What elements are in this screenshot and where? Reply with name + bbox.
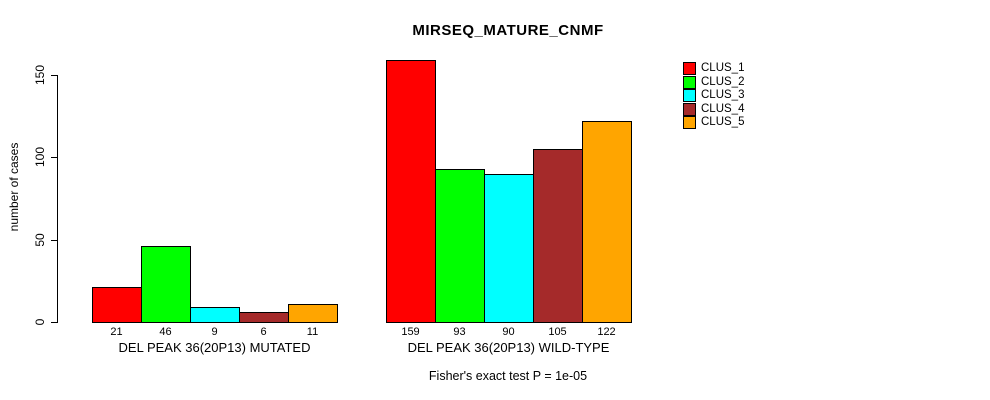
bar-clus_1-group2 xyxy=(386,60,436,323)
bar-clus_3-group2 xyxy=(484,174,534,323)
group-label-1: DEL PEAK 36(20P13) MUTATED xyxy=(118,340,311,355)
bar-clus_4-group2 xyxy=(533,149,583,323)
y-tick-label: 150 xyxy=(33,64,47,86)
y-axis-label: number of cases xyxy=(7,142,21,232)
bar-value-label: 122 xyxy=(597,326,616,338)
y-tick-mark xyxy=(51,157,58,158)
bar-value-label: 11 xyxy=(306,326,319,338)
legend-row-clus_4: CLUS_4 xyxy=(683,102,745,117)
bar-value-label: 46 xyxy=(159,326,172,338)
group-label-2: DEL PEAK 36(20P13) WILD-TYPE xyxy=(407,340,610,355)
y-tick-mark xyxy=(51,240,58,241)
bar-clus_2-group2 xyxy=(435,169,485,323)
y-tick-label: 100 xyxy=(33,146,47,168)
legend: CLUS_1 CLUS_2 CLUS_3 CLUS_4 CLUS_5 xyxy=(683,62,744,130)
bar-value-label: 105 xyxy=(548,326,567,338)
legend-swatch-icon xyxy=(683,62,696,76)
bar-clus_2-group1 xyxy=(141,246,191,323)
legend-row-clus_3: CLUS_3 xyxy=(683,89,744,103)
legend-row-clus_5: CLUS_5 xyxy=(683,116,744,130)
legend-swatch-icon xyxy=(683,89,696,103)
bar-clus_5-group2 xyxy=(582,121,632,323)
bar-clus_5-group1 xyxy=(288,304,338,323)
bar-value-label: 159 xyxy=(401,326,420,338)
y-tick-label: 0 xyxy=(33,318,47,326)
footnote-annotation: Fisher's exact test P = 1e-05 xyxy=(428,369,588,383)
bar-value-label: 9 xyxy=(211,326,218,338)
bar-value-label: 90 xyxy=(502,326,515,338)
legend-row-clus_1: CLUS_1 xyxy=(683,62,744,76)
legend-swatch-icon xyxy=(683,75,696,89)
bar-value-label: 6 xyxy=(260,326,267,338)
legend-label: CLUS_3 xyxy=(701,89,745,102)
bar-clus_3-group1 xyxy=(190,307,240,323)
bar-clus_4-group1 xyxy=(239,312,289,323)
legend-label: CLUS_5 xyxy=(701,116,745,129)
bar-clus_1-group1 xyxy=(92,287,142,323)
legend-swatch-icon xyxy=(683,116,696,130)
legend-label: CLUS_1 xyxy=(701,62,745,75)
bar-value-label: 93 xyxy=(453,326,466,338)
legend-swatch-icon xyxy=(683,102,696,116)
legend-label: CLUS_2 xyxy=(701,75,745,88)
y-tick-label: 50 xyxy=(33,233,47,247)
y-axis-line xyxy=(57,75,58,323)
bar-value-label: 21 xyxy=(110,326,123,338)
y-tick-mark xyxy=(51,322,58,323)
legend-label: CLUS_4 xyxy=(701,102,745,115)
chart-title: MIRSEQ_MATURE_CNMF xyxy=(412,22,604,39)
legend-row-clus_2: CLUS_2 xyxy=(683,75,745,90)
y-tick-mark xyxy=(51,75,58,76)
